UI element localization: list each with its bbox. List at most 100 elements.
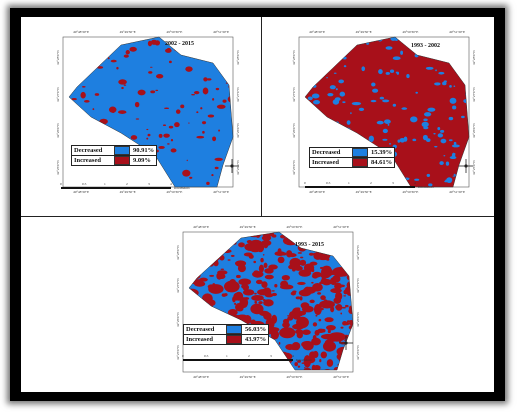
- change-patch: [311, 39, 318, 47]
- x-tick-label: 49°48'30"E: [193, 225, 210, 229]
- x-tick-label: 49°51'30"E: [449, 30, 466, 34]
- change-patch: [311, 247, 317, 251]
- change-patch: [206, 78, 212, 81]
- change-patch: [146, 128, 149, 131]
- change-patch: [349, 240, 353, 243]
- change-patch: [189, 313, 196, 318]
- change-patch: [189, 315, 199, 322]
- y-tick-label: 32°28'0"N: [236, 50, 240, 65]
- change-patch: [462, 38, 466, 42]
- change-patch: [274, 283, 278, 288]
- change-patch: [211, 288, 217, 293]
- change-patch: [302, 305, 314, 313]
- x-tick-label: 49°48'30"E: [309, 190, 326, 194]
- change-patch: [250, 348, 260, 354]
- change-raster: [189, 232, 353, 370]
- scale-segment: [61, 187, 83, 189]
- change-patch: [203, 77, 208, 82]
- change-patch: [201, 51, 208, 57]
- x-tick-label: 49°50'30"E: [402, 190, 419, 194]
- change-patch: [387, 123, 390, 126]
- y-tick-label: 32°27'0"N: [236, 86, 240, 102]
- change-patch: [296, 121, 303, 126]
- change-patch: [146, 137, 149, 140]
- change-patch: [168, 125, 174, 129]
- change-patch: [258, 301, 263, 305]
- change-patch: [327, 93, 334, 97]
- change-patch: [337, 240, 343, 246]
- x-tick-label: 49°50'30"E: [166, 190, 183, 194]
- change-patch: [85, 166, 92, 172]
- change-patch: [238, 316, 249, 324]
- change-patch: [303, 355, 311, 368]
- change-patch: [170, 148, 177, 153]
- change-patch: [166, 47, 172, 52]
- change-patch: [261, 239, 272, 246]
- change-patch: [216, 244, 224, 251]
- study-area-outline: [68, 36, 234, 188]
- y-tick-label: 32°28'0"N: [472, 50, 476, 65]
- map-panel-2002-2015: 49°48'30"E 49°48'30"E 49°49'30"E 49°49'30"E…: [41, 19, 257, 214]
- change-patch: [194, 296, 201, 300]
- change-patch: [319, 266, 326, 270]
- change-patch: [320, 295, 326, 301]
- change-patch: [231, 232, 235, 235]
- change-patch: [197, 39, 205, 44]
- change-patch: [215, 87, 220, 91]
- change-patch: [69, 44, 70, 47]
- change-patch: [214, 236, 220, 242]
- change-patch: [378, 69, 383, 75]
- change-patch: [377, 37, 383, 42]
- change-patch: [312, 350, 319, 359]
- change-patch: [148, 71, 153, 74]
- y-tick-label: 32°25'0"N: [292, 160, 296, 175]
- figure-frame: 49°48'30"E 49°48'30"E 49°49'30"E 49°49'30"E…: [10, 8, 505, 401]
- change-patch: [214, 166, 219, 170]
- change-patch: [86, 56, 95, 63]
- change-patch: [319, 65, 325, 69]
- change-patch: [69, 72, 72, 77]
- scale-tick-label: 0.5: [82, 182, 87, 186]
- change-patch: [445, 179, 448, 182]
- legend-label-increased: Increased: [312, 159, 339, 166]
- change-patch: [180, 104, 185, 109]
- change-patch: [279, 284, 294, 290]
- scale-tick-label: 0.5: [326, 181, 331, 185]
- change-patch: [234, 302, 237, 305]
- change-patch: [209, 315, 221, 322]
- y-tick-label: 32°25'0"N: [356, 345, 360, 360]
- change-patch: [214, 157, 223, 161]
- change-patch: [351, 101, 362, 106]
- change-patch: [212, 37, 218, 39]
- legend-percent-decreased: 15.39%: [371, 149, 393, 156]
- change-patch: [244, 288, 248, 292]
- y-tick-label: 32°25'0"N: [56, 160, 60, 175]
- legend-row-increased: Increased 43.97%: [184, 334, 269, 344]
- change-patch: [299, 259, 307, 266]
- change-patch: [326, 63, 329, 66]
- change-patch: [189, 303, 194, 313]
- change-patch: [335, 88, 338, 91]
- change-patch: [379, 96, 385, 100]
- scale-segment: [249, 359, 271, 361]
- change-patch: [295, 329, 304, 335]
- change-patch: [345, 261, 352, 265]
- y-tick-label: 32°25'0"N: [176, 345, 180, 360]
- change-patch: [368, 135, 374, 143]
- change-patch: [260, 257, 264, 263]
- change-patch: [305, 59, 308, 63]
- change-patch: [453, 173, 456, 176]
- change-patch: [311, 93, 320, 99]
- change-patch: [84, 100, 90, 103]
- change-patch: [423, 118, 428, 122]
- change-patch: [217, 242, 223, 250]
- change-patch: [358, 107, 365, 112]
- change-patch: [340, 326, 344, 329]
- change-patch: [108, 106, 117, 113]
- change-patch: [215, 45, 220, 49]
- change-patch: [457, 57, 465, 64]
- scale-segment: [83, 187, 105, 189]
- panel-divider-vertical: [261, 17, 262, 216]
- change-patch: [321, 122, 325, 125]
- change-patch: [218, 276, 221, 279]
